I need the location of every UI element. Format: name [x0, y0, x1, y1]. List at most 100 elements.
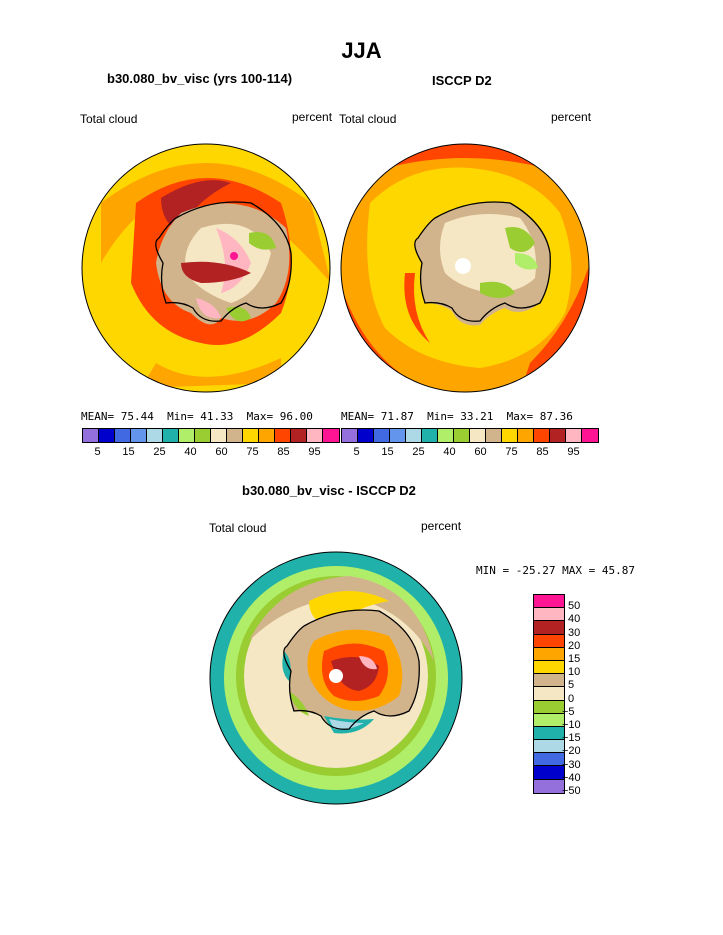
colorbar-tick-label: 85 — [277, 446, 290, 458]
colorbar-tick-label: 40 — [443, 446, 456, 458]
panel1-colorbar-ticks: 5 15 25 40 60 75 85 95 — [82, 446, 330, 460]
colorbar-swatch — [438, 429, 454, 442]
diff-colorbar-swatch — [534, 779, 564, 793]
diff-colorbar-swatch — [534, 700, 564, 714]
colorbar-swatch — [470, 429, 486, 442]
colorbar-swatch — [275, 429, 291, 442]
panel2-variable-label: Total cloud — [339, 112, 397, 126]
diff-colorbar-label: −5 — [562, 705, 575, 718]
colorbar-tick-label: 95 — [308, 446, 321, 458]
colorbar-tick-label: 40 — [184, 446, 197, 458]
diff-stats: MIN = -25.27 MAX = 45.87 — [476, 564, 635, 577]
diff-colorbar-swatch — [534, 713, 564, 727]
colorbar-swatch — [307, 429, 323, 442]
colorbar-swatch — [518, 429, 534, 442]
diff-colorbar-label: 10 — [568, 666, 581, 679]
colorbar-swatch — [179, 429, 195, 442]
diff-colorbar-swatch — [534, 660, 564, 675]
panel2-min-value: 33.21 — [460, 410, 494, 423]
panel1-stats: MEAN= 75.44 Min= 41.33 Max= 96.00 — [81, 410, 313, 423]
colorbar-tick-label: 75 — [505, 446, 518, 458]
panel2-stats: MEAN= 71.87 Min= 33.21 Max= 87.36 — [341, 410, 573, 423]
diff-colorbar-label: −50 — [562, 785, 581, 797]
colorbar-tick-label: 60 — [474, 446, 487, 458]
diff-colorbar-swatch — [534, 740, 564, 754]
colorbar-swatch — [243, 429, 259, 442]
diff-units-label: percent — [421, 519, 462, 533]
panel1-title: b30.080_bv_visc (yrs 100-114) — [107, 71, 293, 86]
colorbar-swatch — [454, 429, 470, 442]
colorbar-swatch — [566, 429, 582, 442]
panel2-units-label: percent — [551, 110, 592, 124]
colorbar-swatch — [502, 429, 518, 442]
colorbar-swatch — [83, 429, 99, 442]
panel2-min-label: Min= — [427, 410, 454, 423]
colorbar-swatch — [259, 429, 275, 442]
panel2-max-label: Max= — [506, 410, 534, 423]
panel1-polar-map — [81, 143, 331, 393]
colorbar-tick-label: 60 — [215, 446, 228, 458]
panel1-max-label: Max= — [246, 410, 274, 423]
diff-colorbar-swatch — [534, 608, 564, 622]
diff-colorbar-swatch — [534, 766, 564, 780]
diff-colorbar-labels: 50 40 30 20 15 10 5 0 −5 −10 −15 −20 −30 −40 −50 — [562, 594, 608, 797]
panel2-title: ISCCP D2 — [432, 73, 492, 88]
panel1-variable-label: Total cloud — [80, 112, 138, 126]
diff-colorbar-label: 15 — [568, 653, 581, 665]
colorbar-swatch — [147, 429, 163, 442]
diff-colorbar-swatch — [534, 634, 564, 648]
diff-colorbar-label: 20 — [568, 639, 581, 652]
panel1-max-value: 96.00 — [279, 410, 313, 423]
colorbar-tick-label: 5 — [353, 446, 360, 458]
colorbar-swatch — [131, 429, 147, 442]
colorbar-swatch — [291, 429, 307, 442]
diff-colorbar-label: 5 — [568, 679, 575, 692]
colorbar-swatch — [406, 429, 422, 442]
colorbar-swatch — [582, 429, 598, 442]
diff-colorbar-swatch — [534, 687, 564, 701]
colorbar-tick-label: 25 — [412, 446, 425, 458]
colorbar-tick-label: 95 — [567, 446, 580, 458]
diff-colorbar-label: 40 — [568, 613, 581, 626]
colorbar-swatch — [422, 429, 438, 442]
colorbar-swatch — [534, 429, 550, 442]
diff-colorbar-label: 50 — [568, 600, 581, 613]
colorbar-swatch — [342, 429, 358, 442]
diff-variable-label: Total cloud — [209, 521, 267, 535]
colorbar-swatch — [115, 429, 131, 442]
colorbar-swatch — [195, 429, 211, 442]
diff-colorbar-swatch — [534, 621, 564, 635]
diff-colorbar-label: −15 — [562, 732, 581, 745]
colorbar-swatch — [550, 429, 566, 442]
diff-colorbar-swatch — [534, 595, 564, 609]
panel1-colorbar — [82, 428, 340, 443]
colorbar-tick-label: 25 — [153, 446, 166, 458]
panel2-mean-value: 71.87 — [380, 410, 414, 423]
colorbar-swatch — [99, 429, 115, 442]
diff-colorbar-label: 30 — [568, 626, 581, 639]
diff-colorbar-label: −10 — [562, 719, 581, 731]
panel2-colorbar-ticks: 5 15 25 40 60 75 85 95 — [341, 446, 589, 460]
diff-colorbar-swatch — [534, 674, 564, 688]
colorbar-swatch — [374, 429, 390, 442]
panel1-min-label: Min= — [167, 410, 194, 423]
colorbar-tick-label: 15 — [381, 446, 394, 458]
diff-colorbar-label: −30 — [562, 758, 581, 771]
colorbar-swatch — [227, 429, 243, 442]
diff-panel-title: b30.080_bv_visc - ISCCP D2 — [242, 483, 416, 498]
colorbar-tick-label: 85 — [536, 446, 549, 458]
colorbar-swatch — [211, 429, 227, 442]
colorbar-swatch — [163, 429, 179, 442]
colorbar-tick-label: 75 — [246, 446, 259, 458]
diff-colorbar — [533, 594, 565, 794]
colorbar-tick-label: 5 — [94, 446, 101, 458]
diff-colorbar-swatch — [534, 753, 564, 767]
diff-colorbar-label: −40 — [562, 771, 581, 784]
diff-colorbar-swatch — [534, 726, 564, 741]
figure-title: JJA — [341, 38, 382, 63]
colorbar-tick-label: 15 — [122, 446, 135, 458]
diff-polar-map — [209, 551, 463, 805]
panel1-units-label: percent — [292, 110, 333, 124]
panel2-max-value: 87.36 — [539, 410, 573, 423]
colorbar-swatch — [486, 429, 502, 442]
